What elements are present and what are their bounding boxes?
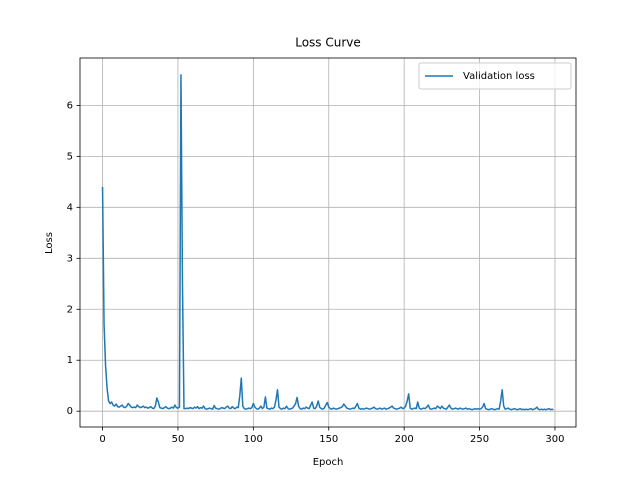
legend-label: Validation loss bbox=[463, 71, 535, 82]
legend-box bbox=[418, 62, 572, 90]
y-tick-label: 3 bbox=[67, 253, 73, 264]
x-tick-label: 300 bbox=[545, 434, 564, 445]
x-tick-label: 50 bbox=[172, 434, 185, 445]
y-tick-label: 5 bbox=[67, 151, 73, 162]
x-tick-label: 250 bbox=[470, 434, 489, 445]
data-line bbox=[101, 74, 554, 411]
y-tick-label: 0 bbox=[67, 406, 73, 417]
y-tick-label: 1 bbox=[67, 355, 73, 366]
y-axis-label: Loss bbox=[44, 232, 55, 254]
x-tick-label: 150 bbox=[319, 434, 338, 445]
chart-title: Loss Curve bbox=[295, 36, 361, 50]
x-tick-label: 100 bbox=[244, 434, 263, 445]
x-tick-label: 200 bbox=[395, 434, 414, 445]
y-tick-label: 2 bbox=[67, 304, 73, 315]
x-axis-label: Epoch bbox=[313, 457, 344, 468]
plot-frame bbox=[79, 57, 577, 428]
y-tick-label: 4 bbox=[67, 202, 73, 213]
y-tick-label: 6 bbox=[67, 100, 73, 111]
x-tick-label: 0 bbox=[99, 434, 105, 445]
